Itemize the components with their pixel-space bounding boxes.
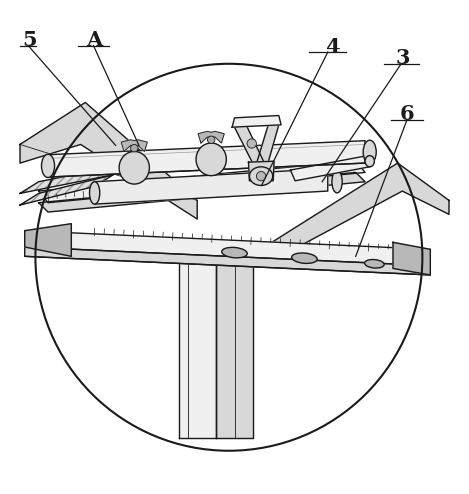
Ellipse shape: [250, 167, 273, 185]
Polygon shape: [48, 141, 365, 177]
Polygon shape: [179, 256, 216, 438]
Text: 3: 3: [395, 48, 409, 68]
Text: 5: 5: [22, 30, 37, 49]
Text: 6: 6: [400, 104, 414, 124]
Polygon shape: [38, 161, 365, 203]
Polygon shape: [249, 161, 274, 181]
Ellipse shape: [292, 253, 317, 263]
Ellipse shape: [196, 143, 227, 176]
Polygon shape: [20, 163, 132, 193]
Ellipse shape: [363, 140, 376, 164]
Ellipse shape: [365, 156, 374, 167]
Ellipse shape: [222, 247, 247, 258]
Ellipse shape: [364, 259, 384, 268]
Ellipse shape: [41, 154, 54, 177]
Polygon shape: [256, 124, 279, 167]
Polygon shape: [25, 231, 431, 266]
Polygon shape: [234, 125, 266, 167]
Polygon shape: [216, 256, 253, 438]
Polygon shape: [25, 247, 431, 275]
Polygon shape: [25, 224, 71, 256]
Polygon shape: [121, 140, 147, 152]
Polygon shape: [272, 163, 449, 261]
Polygon shape: [38, 172, 365, 212]
Polygon shape: [20, 102, 197, 219]
Polygon shape: [198, 131, 224, 143]
Text: 4: 4: [325, 37, 340, 56]
Polygon shape: [95, 168, 328, 204]
Text: A: A: [86, 30, 103, 49]
Ellipse shape: [332, 170, 342, 193]
Circle shape: [130, 144, 138, 152]
Circle shape: [207, 136, 215, 143]
Ellipse shape: [90, 182, 100, 204]
Polygon shape: [20, 175, 113, 205]
Circle shape: [257, 171, 266, 181]
Ellipse shape: [119, 152, 150, 184]
Polygon shape: [393, 243, 431, 275]
Polygon shape: [290, 156, 370, 181]
Circle shape: [247, 139, 257, 148]
Polygon shape: [232, 116, 281, 127]
